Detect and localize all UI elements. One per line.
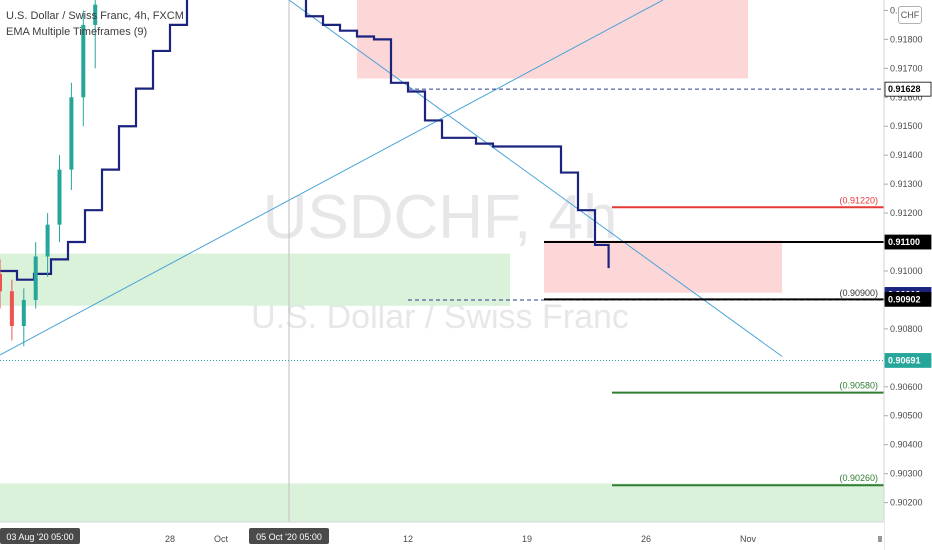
green-level-0.90580-label: (0.90580) [839,381,878,391]
candle-body-3 [33,256,38,300]
y-tick-label: 0.91200 [890,208,923,218]
zone-demand-upper [0,253,510,306]
y-tick-label: 0.90500 [890,411,923,421]
y-tick-label: 0.90300 [890,469,923,479]
x-tick-label: Oct [214,534,229,544]
crosshair-date-label-cursor: 05 Oct '20 05:00 [249,528,329,544]
badge-0.90691-text: 0.90691 [888,355,921,365]
y-tick-label: 0.91700 [890,63,923,73]
y-tick-label: 0.91300 [890,179,923,189]
time-axis-marker [878,536,882,542]
currency-button[interactable]: CHF [898,6,922,24]
crosshair-date-bg [249,528,329,544]
candle-body-0 [0,273,2,292]
red-level-0.91220-label: (0.91220) [839,195,878,205]
candle-body-1 [9,291,14,326]
y-tick-label: 0.90400 [890,440,923,450]
x-tick-label: 12 [403,534,413,544]
y-tick-label: 0.90600 [890,382,923,392]
y-tick-label: 0.90800 [890,324,923,334]
x-tick-label: 19 [522,534,532,544]
dashed-level-0.90900-label: (0.90900) [839,288,878,298]
zone-demand-lower [0,483,884,522]
y-tick-label: 0.91400 [890,150,923,160]
x-tick-label: Nov [740,534,757,544]
badge-0.90902 [884,291,932,307]
badge-0.91628 [884,81,932,97]
legend-indicator[interactable]: EMA Multiple Timeframes (9) [6,26,148,38]
y-tick-label: 0.90200 [890,498,923,508]
ascending-trendline [0,0,664,356]
badge-0.91100-text: 0.91100 [888,237,920,247]
candle-body-7 [81,24,86,98]
candle-body-4 [45,224,50,257]
zone-supply-mid [544,240,782,293]
crosshair-date-text: 03 Aug '20 05:00 [6,532,73,542]
time-axis [0,522,884,550]
badge-0.90691 [884,353,932,368]
zone-supply-top [357,0,748,79]
badge-0.91100 [884,234,932,250]
candle-body-6 [69,97,74,170]
crosshair-date-bg [0,528,80,544]
candle-body-2 [21,299,26,326]
y-tick-label: 0.91000 [890,266,923,276]
chart-legend: U.S. Dollar / Swiss Franc, 4h, FXCM EMA … [6,8,184,40]
crosshair-date-label-left: 03 Aug '20 05:00 [0,528,80,544]
legend-title: U.S. Dollar / Swiss Franc, 4h, FXCM [6,10,184,22]
candle-body-5 [57,169,62,225]
badge-0.90902-text: 0.90902 [888,294,921,304]
crosshair-date-text: 05 Oct '20 05:00 [256,532,322,542]
green-level-0.90260-label: (0.90260) [839,473,878,483]
x-tick-label: 26 [641,534,651,544]
badge-0.91628-text: 0.91628 [888,84,921,94]
candle-body-8 [93,4,98,25]
y-tick-label: 0.91800 [890,34,923,44]
descending-trendline [288,0,783,357]
x-tick-label: 28 [165,534,175,544]
ema-line [0,0,610,281]
y-tick-label: 0.91500 [890,121,923,131]
y-tick-label: 0.91600 [890,92,923,102]
